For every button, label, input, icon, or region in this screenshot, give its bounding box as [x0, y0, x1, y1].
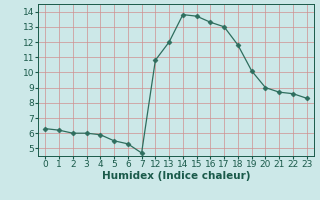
X-axis label: Humidex (Indice chaleur): Humidex (Indice chaleur)	[102, 171, 250, 181]
